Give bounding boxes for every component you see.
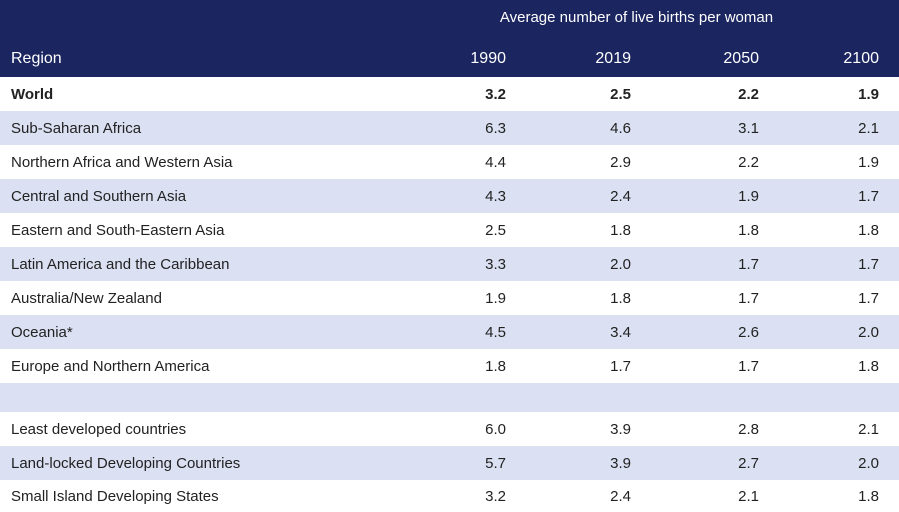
cell-2100: 1.9 <box>858 153 879 171</box>
table-row-world: World 3.2 2.5 2.2 1.9 <box>0 77 899 111</box>
cell-2050: 1.7 <box>738 289 759 307</box>
row-region: Central and Southern Asia <box>11 187 187 205</box>
row-region: Northern Africa and Western Asia <box>11 153 233 171</box>
header-columns: Region 1990 2019 2050 2100 <box>0 41 899 77</box>
cell-1990: 6.3 <box>485 119 506 137</box>
cell-2050: 2.8 <box>738 420 759 438</box>
cell-1990: 5.7 <box>485 454 506 472</box>
cell-2100: 2.1 <box>858 119 879 137</box>
row-region: Least developed countries <box>11 420 187 438</box>
cell-2100: 1.7 <box>858 289 879 307</box>
table-row: Central and Southern Asia 4.3 2.4 1.9 1.… <box>0 179 899 213</box>
table-row: Sub-Saharan Africa 6.3 4.6 3.1 2.1 <box>0 111 899 145</box>
row-region: Oceania* <box>11 323 73 341</box>
cell-2050: 1.7 <box>738 357 759 375</box>
row-region: Latin America and the Caribbean <box>11 255 230 273</box>
table-row: Oceania* 4.5 3.4 2.6 2.0 <box>0 315 899 349</box>
column-header-1990: 1990 <box>470 50 506 67</box>
cell-2019: 2.0 <box>610 255 631 273</box>
row-region: Eastern and South-Eastern Asia <box>11 221 225 239</box>
table-spacer-row <box>0 383 899 412</box>
cell-2019: 2.4 <box>610 487 631 505</box>
cell-2100: 1.8 <box>858 357 879 375</box>
row-region: Australia/New Zealand <box>11 289 162 307</box>
table-row: Northern Africa and Western Asia 4.4 2.9… <box>0 145 899 179</box>
cell-1990: 3.2 <box>485 85 506 103</box>
cell-2100: 1.7 <box>858 187 879 205</box>
cell-1990: 3.3 <box>485 255 506 273</box>
table-row: Least developed countries 6.0 3.9 2.8 2.… <box>0 412 899 446</box>
cell-1990: 2.5 <box>485 221 506 239</box>
cell-2050: 2.2 <box>738 153 759 171</box>
cell-2050: 1.7 <box>738 255 759 273</box>
cell-2050: 2.7 <box>738 454 759 472</box>
cell-2100: 2.0 <box>858 323 879 341</box>
column-header-2019: 2019 <box>595 50 631 67</box>
cell-2050: 1.9 <box>738 187 759 205</box>
cell-2100: 1.7 <box>858 255 879 273</box>
cell-1990: 4.4 <box>485 153 506 171</box>
cell-2050: 2.6 <box>738 323 759 341</box>
cell-1990: 6.0 <box>485 420 506 438</box>
cell-2019: 3.9 <box>610 420 631 438</box>
cell-2050: 1.8 <box>738 221 759 239</box>
cell-2019: 4.6 <box>610 119 631 137</box>
cell-1990: 1.9 <box>485 289 506 307</box>
header-super-label: Average number of live births per woman <box>499 8 774 26</box>
row-region: Land-locked Developing Countries <box>11 454 241 472</box>
cell-2050: 3.1 <box>738 119 759 137</box>
table-row: Land-locked Developing Countries 5.7 3.9… <box>0 446 899 480</box>
table-row: Eastern and South-Eastern Asia 2.5 1.8 1… <box>0 213 899 247</box>
table-header: Average number of live births per woman … <box>0 0 899 77</box>
cell-1990: 4.3 <box>485 187 506 205</box>
column-header-2050: 2050 <box>723 50 759 67</box>
row-region: Sub-Saharan Africa <box>11 119 142 137</box>
cell-2019: 2.9 <box>610 153 631 171</box>
cell-2019: 1.8 <box>610 289 631 307</box>
cell-2100: 1.8 <box>858 487 879 505</box>
cell-2019: 3.4 <box>610 323 631 341</box>
column-header-2100: 2100 <box>843 50 879 67</box>
row-region: World <box>11 85 54 103</box>
cell-2019: 1.8 <box>610 221 631 239</box>
row-region: Europe and Northern America <box>11 357 210 375</box>
cell-2019: 3.9 <box>610 454 631 472</box>
cell-2100: 1.8 <box>858 221 879 239</box>
cell-2019: 1.7 <box>610 357 631 375</box>
cell-2100: 1.9 <box>858 85 879 103</box>
cell-2100: 2.1 <box>858 420 879 438</box>
cell-2019: 2.5 <box>610 85 631 103</box>
column-header-region: Region <box>11 50 62 67</box>
cell-1990: 4.5 <box>485 323 506 341</box>
cell-1990: 3.2 <box>485 487 506 505</box>
cell-1990: 1.8 <box>485 357 506 375</box>
cell-2019: 2.4 <box>610 187 631 205</box>
table-row: Small Island Developing States 3.2 2.4 2… <box>0 480 899 512</box>
table-row: Europe and Northern America 1.8 1.7 1.7 … <box>0 349 899 383</box>
cell-2050: 2.1 <box>738 487 759 505</box>
table-row: Latin America and the Caribbean 3.3 2.0 … <box>0 247 899 281</box>
cell-2050: 2.2 <box>738 85 759 103</box>
table-row: Australia/New Zealand 1.9 1.8 1.7 1.7 <box>0 281 899 315</box>
row-region: Small Island Developing States <box>11 487 219 505</box>
cell-2100: 2.0 <box>858 454 879 472</box>
